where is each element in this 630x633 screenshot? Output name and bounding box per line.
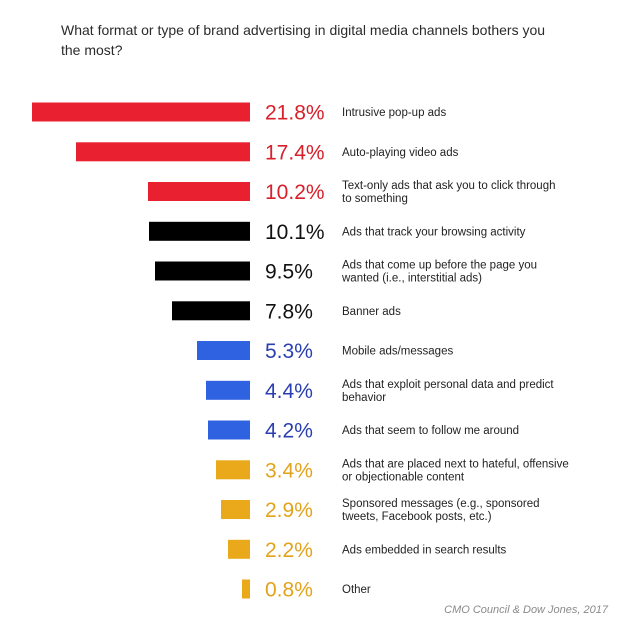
source-credit: CMO Council & Dow Jones, 2017 (444, 604, 608, 616)
category-label: Ads that are placed next to hateful, off… (342, 458, 569, 483)
category-label-line: Sponsored messages (e.g., sponsored (342, 498, 540, 510)
bar (206, 380, 250, 400)
category-label-line: or objectionable content (342, 471, 465, 483)
value-label: 17.4% (265, 141, 325, 164)
category-label: Ads that track your browsing activity (342, 226, 526, 238)
value-label: 3.4% (265, 459, 313, 482)
value-label: 4.4% (265, 380, 313, 403)
category-label: Ads that seem to follow me around (342, 425, 519, 437)
category-label-line: Auto-playing video ads (342, 147, 459, 159)
bar (76, 142, 250, 162)
category-label: Intrusive pop-up ads (342, 107, 446, 119)
value-label: 4.2% (265, 420, 313, 443)
category-label-line: Ads embedded in search results (342, 544, 507, 556)
category-label: Other (342, 584, 371, 596)
value-label: 7.8% (265, 300, 313, 323)
value-label: 9.5% (265, 261, 313, 284)
category-label: Mobile ads/messages (342, 346, 453, 358)
category-label-line: Mobile ads/messages (342, 346, 453, 358)
chart-title: What format or type of brand advertising… (61, 22, 546, 58)
category-label-line: to something (342, 193, 408, 205)
category-label-line: Ads that are placed next to hateful, off… (342, 458, 569, 470)
bar (32, 102, 250, 122)
category-label-line: tweets, Facebook posts, etc.) (342, 511, 492, 523)
bar (172, 301, 250, 321)
bar (242, 579, 250, 599)
bar (149, 221, 250, 241)
category-label-line: Intrusive pop-up ads (342, 107, 446, 119)
category-label-line: Other (342, 584, 371, 596)
category-label: Ads that come up before the page you want… (341, 260, 537, 285)
category-label-line: Ads that seem to follow me around (342, 425, 519, 437)
bar (221, 500, 250, 519)
category-label: Text-only ads that ask you to click thro… (342, 180, 556, 205)
category-labels-group: Intrusive pop-up ads Auto-playing video a… (341, 107, 569, 596)
category-label: Banner ads (342, 306, 401, 318)
category-label-line: Ads that exploit personal data and predi… (342, 379, 554, 391)
value-label: 0.8% (265, 579, 313, 602)
bars-group (32, 102, 250, 599)
bar (208, 420, 250, 440)
value-label: 2.2% (265, 539, 313, 562)
bar (216, 460, 250, 480)
category-label: Sponsored messages (e.g., sponsored tweet… (342, 498, 540, 523)
value-label: 10.1% (265, 221, 325, 244)
value-labels-group: 21.8% 17.4% 10.2% 10.1% 9.5% 7.8% 5.3% 4.4% 4.2%… (265, 102, 325, 602)
category-label-line: Ads that track your browsing activity (342, 226, 526, 238)
category-label: Ads embedded in search results (342, 544, 507, 556)
category-label: Auto-playing video ads (342, 147, 459, 159)
category-label-line: Text-only ads that ask you to click thro… (342, 180, 556, 192)
bar (197, 341, 250, 360)
category-label-line: wanted (i.e., interstitial ads) (341, 273, 482, 285)
category-label: Ads that exploit personal data and predi… (342, 379, 554, 404)
category-label-line: behavior (342, 392, 386, 404)
value-label: 10.2% (265, 181, 325, 204)
bar (148, 182, 250, 201)
bar (155, 261, 250, 281)
value-label: 2.9% (265, 499, 313, 522)
bar (228, 539, 250, 559)
category-label-line: Ads that come up before the page you (342, 260, 537, 272)
value-label: 21.8% (265, 102, 325, 125)
category-label-line: Banner ads (342, 306, 401, 318)
value-label: 5.3% (265, 340, 313, 363)
